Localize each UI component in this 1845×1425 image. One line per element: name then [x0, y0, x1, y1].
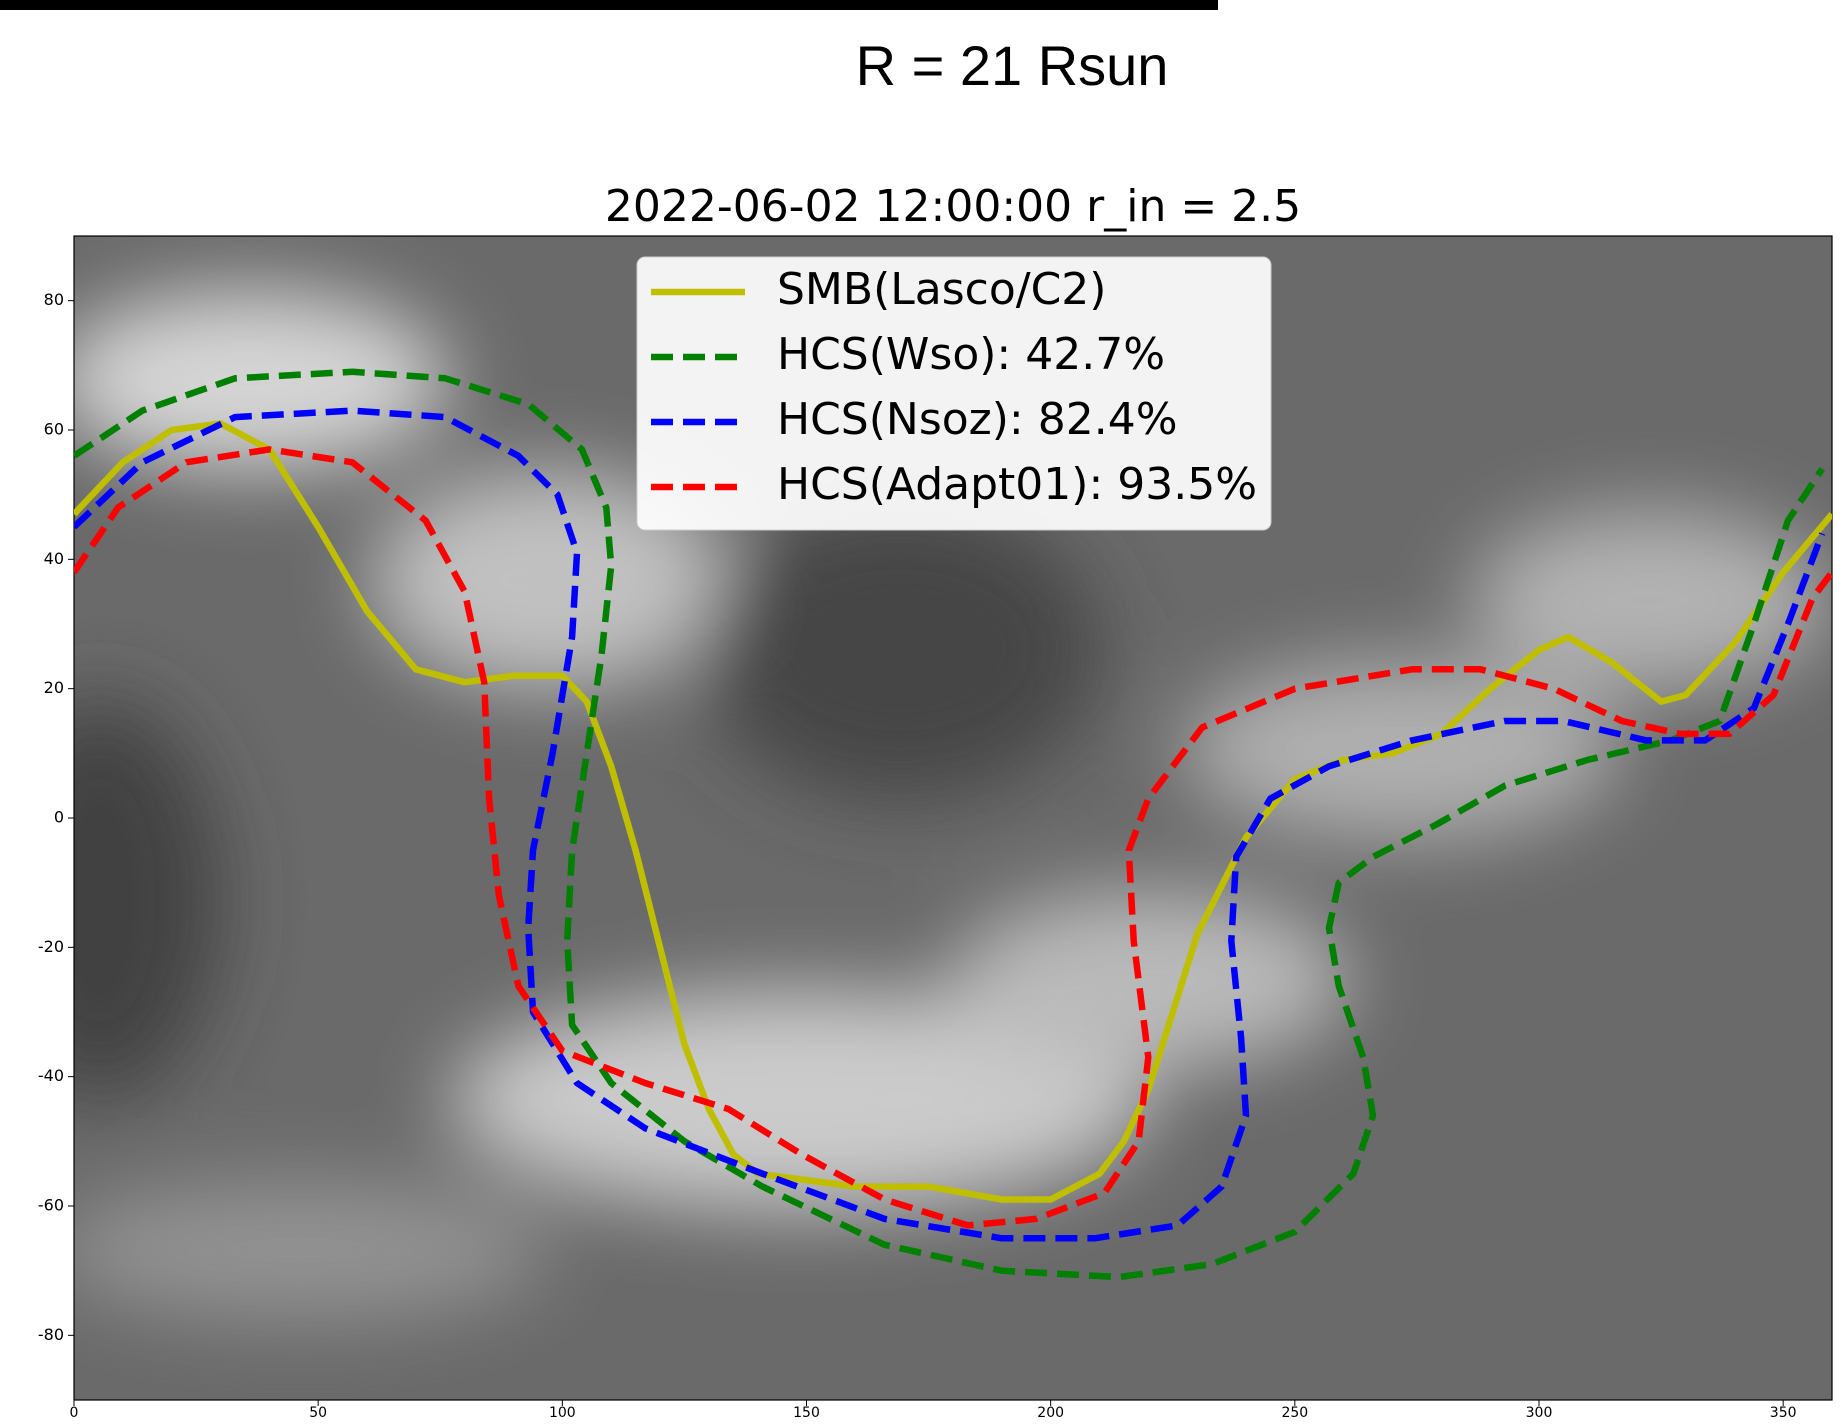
y-tick-label: 60: [44, 420, 64, 439]
chart-title: 2022-06-02 12:00:00 r_in = 2.5: [605, 181, 1301, 232]
chart: R = 21 Rsun 2022-06-02 12:00:00 r_in = 2…: [0, 0, 1845, 1421]
legend-label: SMB(Lasco/C2): [777, 264, 1106, 315]
y-tick-label: 0: [54, 808, 64, 827]
x-tick-label: 200: [1037, 1405, 1064, 1421]
y-tick-label: -80: [38, 1325, 64, 1344]
page-title: R = 21 Rsun: [856, 34, 1169, 97]
x-tick-label: 300: [1526, 1405, 1553, 1421]
y-tick-label: 40: [44, 549, 64, 568]
y-tick-label: 20: [44, 678, 64, 697]
y-tick-label: 80: [44, 290, 64, 309]
x-tick-label: 100: [549, 1405, 576, 1421]
top-bar: [0, 0, 1218, 10]
x-tick-label: 0: [70, 1405, 79, 1421]
y-tick-label: -60: [38, 1196, 64, 1215]
legend-label: HCS(Nsoz): 82.4%: [777, 394, 1178, 445]
legend: SMB(Lasco/C2) HCS(Wso): 42.7% HCS(Nsoz): 8…: [637, 257, 1271, 530]
x-tick-label: 150: [793, 1405, 820, 1421]
legend-label: HCS(Wso): 42.7%: [777, 329, 1165, 380]
x-tick-label: 350: [1770, 1405, 1797, 1421]
y-tick-label: -40: [38, 1066, 64, 1085]
x-tick-label: 50: [309, 1405, 327, 1421]
legend-label: HCS(Adapt01): 93.5%: [777, 459, 1257, 510]
x-tick-label: 250: [1281, 1405, 1308, 1421]
y-tick-label: -20: [38, 937, 64, 956]
